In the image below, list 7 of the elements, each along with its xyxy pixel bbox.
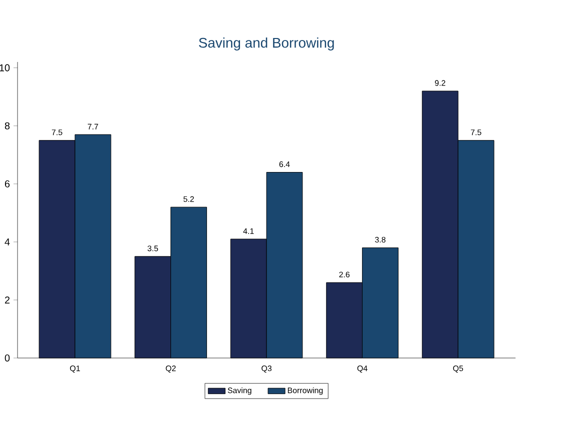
y-tick-label: 2 [4, 296, 10, 304]
y-tick-label: 0 [4, 354, 10, 362]
chart-title: Saving and Borrowing [198, 37, 334, 50]
y-tick-label: 4 [4, 238, 10, 246]
y-tick-label: 10 [0, 64, 10, 72]
y-tick-label: 6 [4, 180, 10, 188]
y-tick-label: 8 [4, 122, 10, 130]
